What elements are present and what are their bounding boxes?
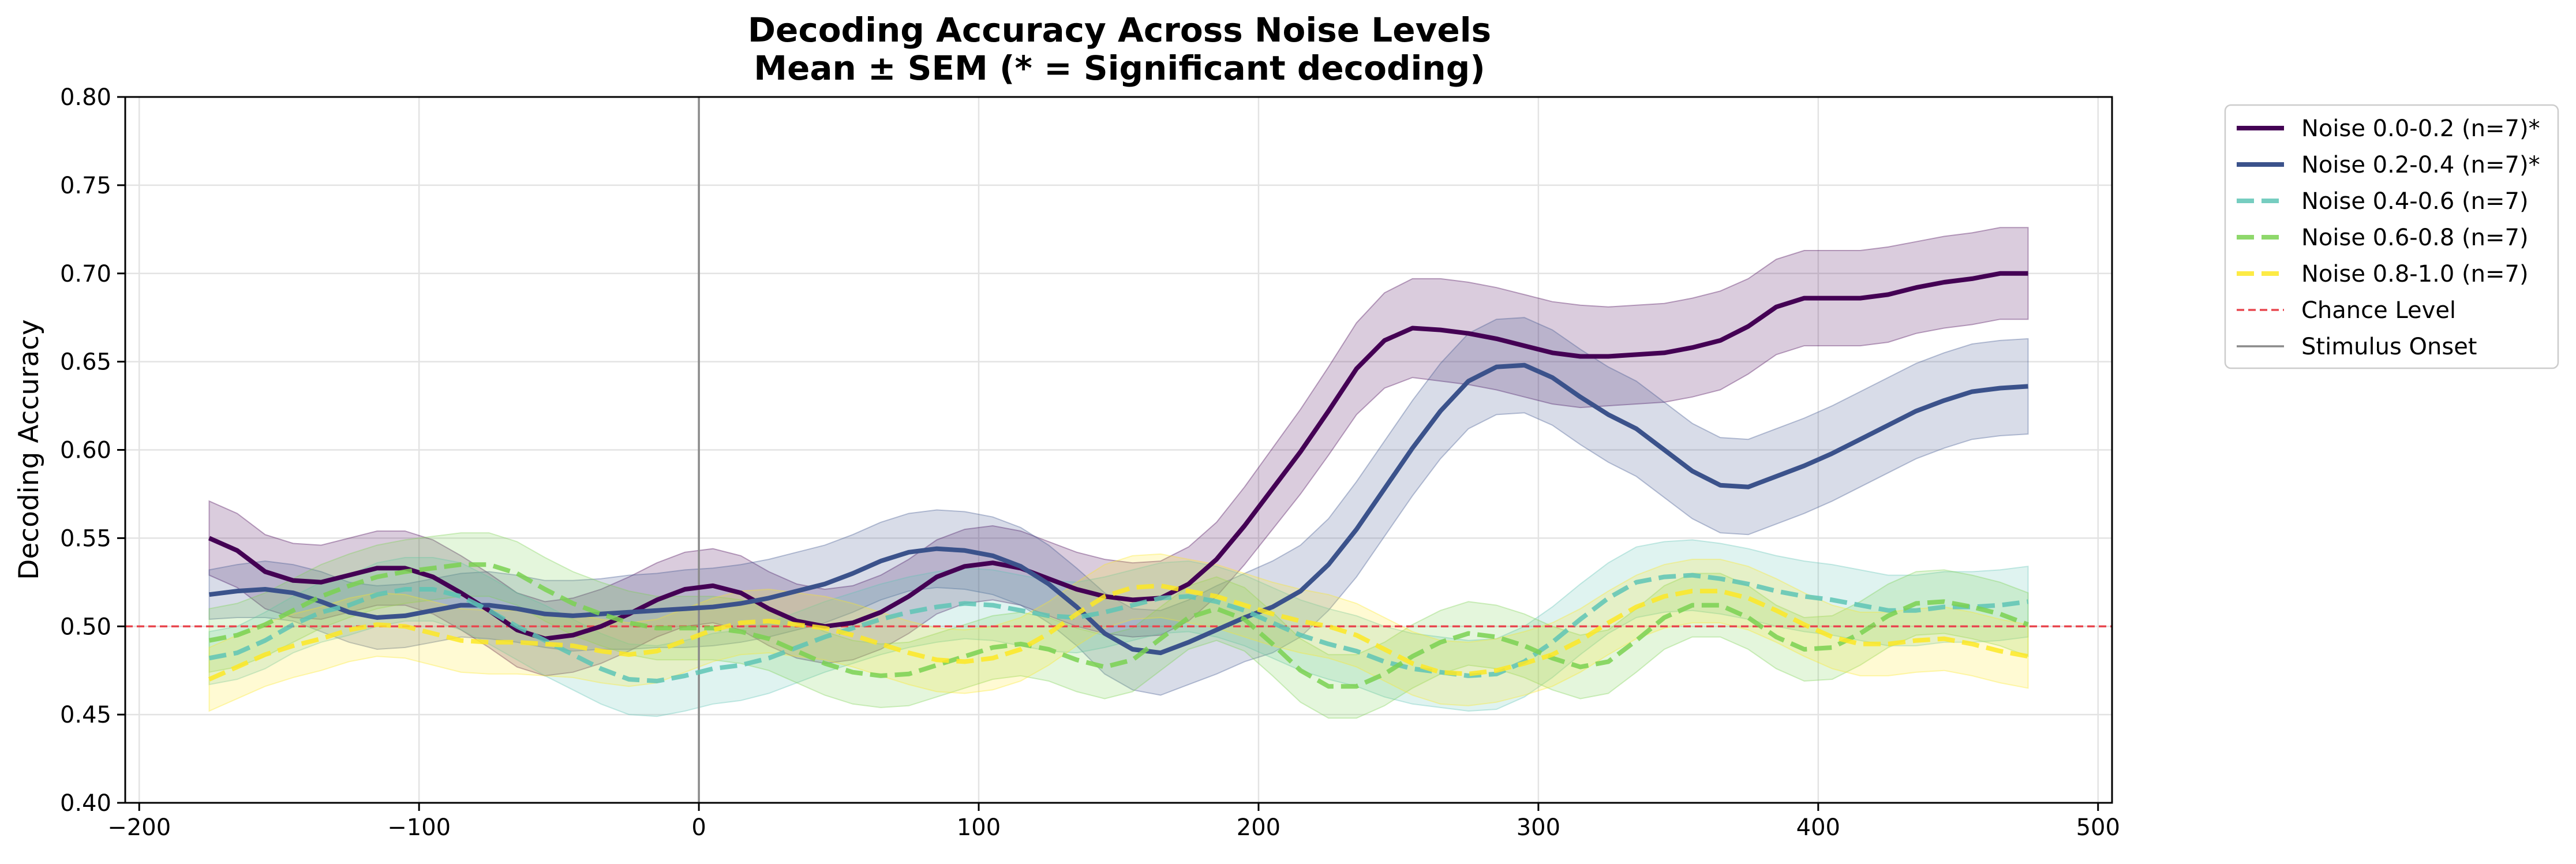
y-axis-label: Decoding Accuracy — [13, 319, 45, 580]
x-tick-label: 200 — [1237, 814, 1280, 841]
sem-band-2 — [208, 317, 2029, 696]
y-tick-label: 0.45 — [60, 702, 111, 728]
series-line-3 — [208, 573, 2029, 683]
x-tick-label: 300 — [1517, 814, 1560, 841]
series-line-1 — [208, 271, 2028, 641]
x-tick-label: 400 — [1796, 814, 1840, 841]
y-tick-label: 0.50 — [60, 614, 111, 640]
series-lines — [208, 271, 2029, 689]
legend-label-3: Noise 0.4-0.6 (n=7) — [2301, 188, 2529, 215]
y-tick-label: 0.60 — [60, 437, 111, 464]
y-tick-label: 0.55 — [60, 525, 111, 552]
sem-band-5 — [208, 553, 2029, 712]
legend-label-onset: Stimulus Onset — [2301, 334, 2477, 360]
y-tick-label: 0.80 — [60, 84, 111, 111]
legend-frame — [2224, 104, 2559, 369]
x-tick-label: 0 — [691, 814, 706, 841]
x-axis-ticks: −200 −100 0 100 200 300 400 500 — [107, 803, 2120, 841]
x-tick-label: −200 — [107, 814, 171, 841]
y-tick-label: 0.70 — [60, 261, 111, 287]
legend-label-1: Noise 0.0-0.2 (n=7)* — [2301, 115, 2540, 142]
sem-band-4 — [208, 532, 2029, 719]
x-tick-label: 100 — [957, 814, 1001, 841]
legend-label-2: Noise 0.2-0.4 (n=7)* — [2301, 152, 2540, 178]
chart-title: Decoding Accuracy Across Noise Levels — [748, 10, 1491, 50]
x-tick-label: 500 — [2076, 814, 2120, 841]
y-tick-label: 0.75 — [60, 173, 111, 199]
chart-subtitle: Mean ± SEM (* = Significant decoding) — [754, 48, 1485, 88]
series-line-2 — [209, 362, 2028, 656]
y-axis-ticks: 0.40 0.45 0.50 0.55 0.60 0.65 0.70 0.75 0.80 — [60, 84, 125, 817]
series-line-5 — [208, 583, 2029, 682]
sem-band-1 — [208, 227, 2029, 676]
series-line-4 — [208, 562, 2029, 689]
legend-label-5: Noise 0.8-1.0 (n=7) — [2301, 261, 2529, 287]
y-tick-label: 0.65 — [60, 349, 111, 376]
legend: Noise 0.0-0.2 (n=7)* Noise 0.2-0.4 (n=7)*… — [2224, 104, 2559, 369]
sem-bands — [208, 227, 2029, 719]
legend-label-chance: Chance Level — [2301, 297, 2456, 324]
x-tick-label: −100 — [387, 814, 451, 841]
reference-lines — [125, 97, 2112, 803]
legend-label-4: Noise 0.6-0.8 (n=7) — [2301, 225, 2529, 251]
y-tick-label: 0.40 — [60, 790, 111, 817]
sem-band-3 — [208, 539, 2029, 717]
